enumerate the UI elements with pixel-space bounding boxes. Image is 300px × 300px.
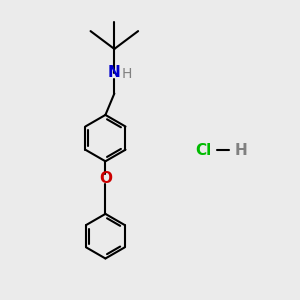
Text: H: H [234,142,247,158]
Text: O: O [99,171,112,186]
Text: N: N [108,65,121,80]
Text: H: H [122,67,132,81]
Text: Cl: Cl [195,142,212,158]
